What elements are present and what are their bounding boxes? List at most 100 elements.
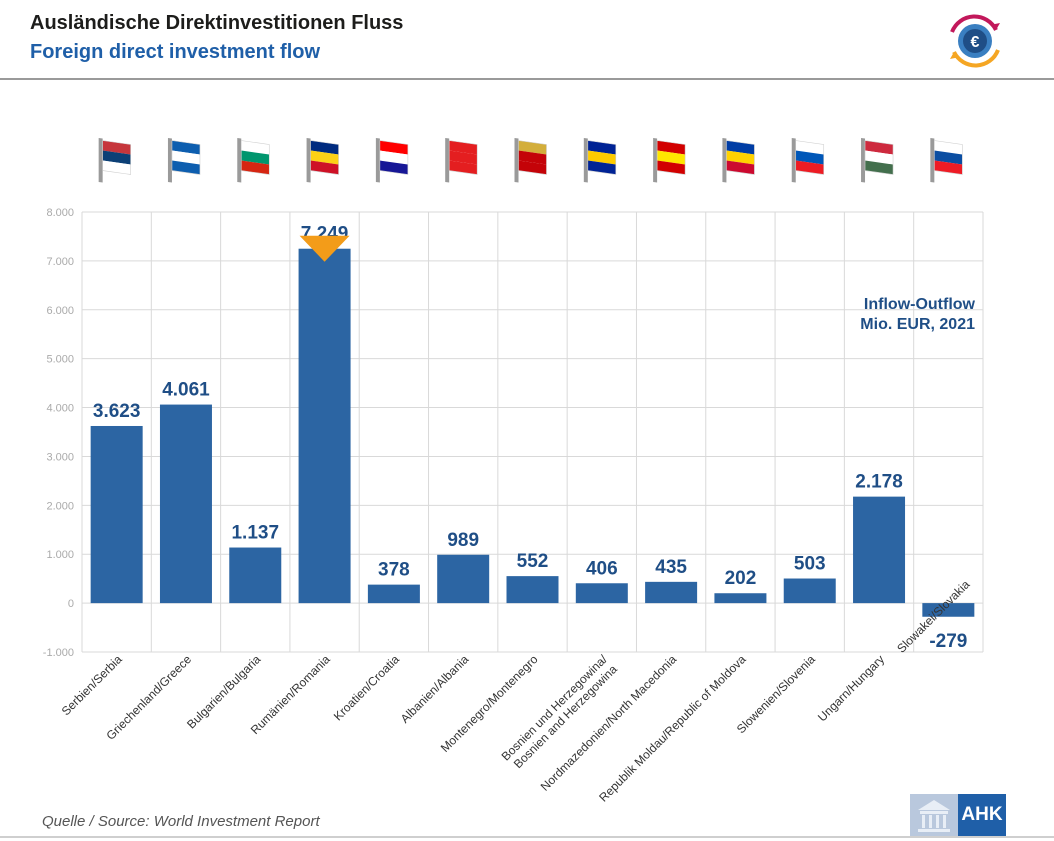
- flag-outline: [448, 140, 478, 175]
- x-tick-label-line: Slowenien/Slovenia: [734, 652, 818, 736]
- country-flag-icon: [930, 138, 963, 183]
- flag-outline: [656, 140, 686, 175]
- flag-pole: [583, 138, 588, 183]
- flag-stripe: [587, 140, 616, 155]
- bar: [853, 496, 906, 604]
- flag-stripe: [587, 150, 616, 165]
- flag-stripe: [171, 160, 200, 175]
- bar: [159, 404, 212, 604]
- source-note: Quelle / Source: World Investment Report: [42, 813, 320, 830]
- flag-outline: [171, 140, 201, 175]
- flag-stripe: [726, 160, 755, 175]
- flag-pole: [861, 138, 866, 183]
- flag-stripe: [795, 160, 824, 175]
- flag-pole: [375, 138, 380, 183]
- flag-pole: [791, 138, 796, 183]
- flag-outline: [934, 140, 963, 175]
- flag-stripe: [171, 150, 200, 165]
- x-tick-label-line: Kroatien/Croatia: [331, 652, 402, 723]
- flag-stripe: [449, 140, 478, 155]
- euro-symbol: €: [971, 34, 980, 51]
- x-tick-label: Ungarn/Hungary: [815, 652, 887, 724]
- flag-stripe: [449, 150, 478, 165]
- flag-outline: [864, 140, 894, 175]
- flag-stripe: [865, 150, 894, 165]
- highlight-marker: [299, 235, 350, 262]
- flag-stripe: [795, 140, 824, 155]
- flag-stripe: [726, 150, 755, 165]
- flag-outline: [310, 140, 339, 175]
- flag-stripe: [934, 140, 963, 155]
- bar: [229, 547, 282, 604]
- footer-divider: [0, 836, 1054, 838]
- y-tick-label: -1.000: [43, 647, 74, 659]
- data-label: 435: [655, 557, 687, 578]
- country-flag-icon: [583, 138, 617, 183]
- country-flag-icon: [167, 138, 201, 183]
- flag-stripe: [241, 150, 270, 165]
- flag-pole: [167, 138, 172, 183]
- flag-outline: [795, 140, 825, 175]
- flag-stripe: [379, 140, 408, 155]
- flag-pole: [306, 138, 311, 183]
- flag-stripe: [102, 140, 131, 155]
- bar: [506, 576, 559, 604]
- flag-stripe: [934, 150, 963, 165]
- y-tick-label: 6.000: [46, 305, 74, 317]
- x-tick-label-line: Albanien/Albania: [398, 652, 472, 726]
- flag-stripe: [102, 160, 131, 175]
- header-divider: [0, 78, 1054, 80]
- flag-stripe: [379, 150, 408, 165]
- data-label: 1.137: [231, 523, 279, 544]
- country-flag-icon: [653, 138, 686, 183]
- flag-stripe: [241, 160, 270, 175]
- flag-stripe: [518, 150, 547, 165]
- flag-stripe: [795, 150, 824, 165]
- data-label: 503: [794, 554, 826, 575]
- flag-stripe: [310, 150, 339, 165]
- data-label: -279: [929, 631, 967, 652]
- chart-annotation: Inflow-Outflow: [864, 296, 976, 313]
- flag-pole: [237, 138, 242, 183]
- flag-stripe: [518, 140, 547, 155]
- flag-stripe: [934, 160, 963, 175]
- country-flag-icon: [514, 138, 547, 183]
- flag-stripe: [587, 160, 616, 175]
- flag-outline: [726, 140, 755, 175]
- country-flag-icon: [861, 138, 894, 183]
- x-tick-label: Kroatien/Croatia: [331, 652, 402, 723]
- flag-outline: [587, 140, 617, 175]
- flag-pole: [722, 138, 727, 183]
- bar: [367, 584, 420, 604]
- bar: [90, 425, 143, 604]
- x-tick-label-line: Republik Moldau/Republic of Moldova: [596, 652, 749, 805]
- data-label: 552: [517, 551, 549, 572]
- building-icon: [910, 794, 958, 836]
- x-tick-label: Republik Moldau/Republic of Moldova: [596, 652, 749, 805]
- chart-annotation: Mio. EUR, 2021: [860, 316, 975, 333]
- flag-pole: [930, 138, 935, 183]
- flag-stripe: [657, 150, 686, 165]
- x-tick-label-line: Bosnien and Herzegowina: [511, 662, 620, 771]
- flag-stripe: [726, 140, 755, 155]
- bar: [645, 581, 698, 604]
- country-flag-icon: [722, 138, 755, 183]
- y-tick-label: 3.000: [46, 451, 74, 463]
- flag-stripe: [449, 160, 478, 175]
- bar: [714, 593, 767, 604]
- data-label: 3.623: [93, 401, 141, 422]
- country-flag-icon: [375, 138, 409, 183]
- y-tick-label: 8.000: [46, 207, 74, 219]
- data-label: 202: [725, 568, 757, 589]
- data-label: 2.178: [855, 472, 903, 493]
- data-label: 378: [378, 560, 410, 581]
- flag-stripe: [518, 160, 547, 175]
- flag-stripe: [102, 150, 131, 165]
- flag-pole: [653, 138, 658, 183]
- flag-outline: [379, 140, 409, 175]
- flag-stripe: [310, 140, 339, 155]
- x-tick-label-line: Ungarn/Hungary: [815, 652, 887, 724]
- bar: [437, 554, 490, 604]
- country-flag-icon: [791, 138, 825, 183]
- flag-pole: [98, 138, 103, 183]
